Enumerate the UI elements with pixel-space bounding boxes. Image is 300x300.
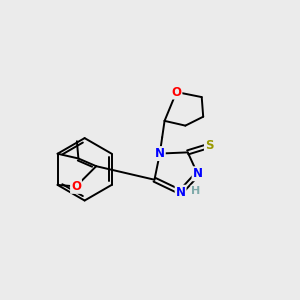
Text: N: N: [155, 147, 165, 160]
Text: N: N: [193, 167, 202, 180]
Text: O: O: [71, 180, 81, 193]
Text: S: S: [205, 139, 213, 152]
Text: O: O: [172, 85, 182, 98]
Text: N: N: [176, 186, 186, 199]
Text: H: H: [191, 186, 201, 196]
